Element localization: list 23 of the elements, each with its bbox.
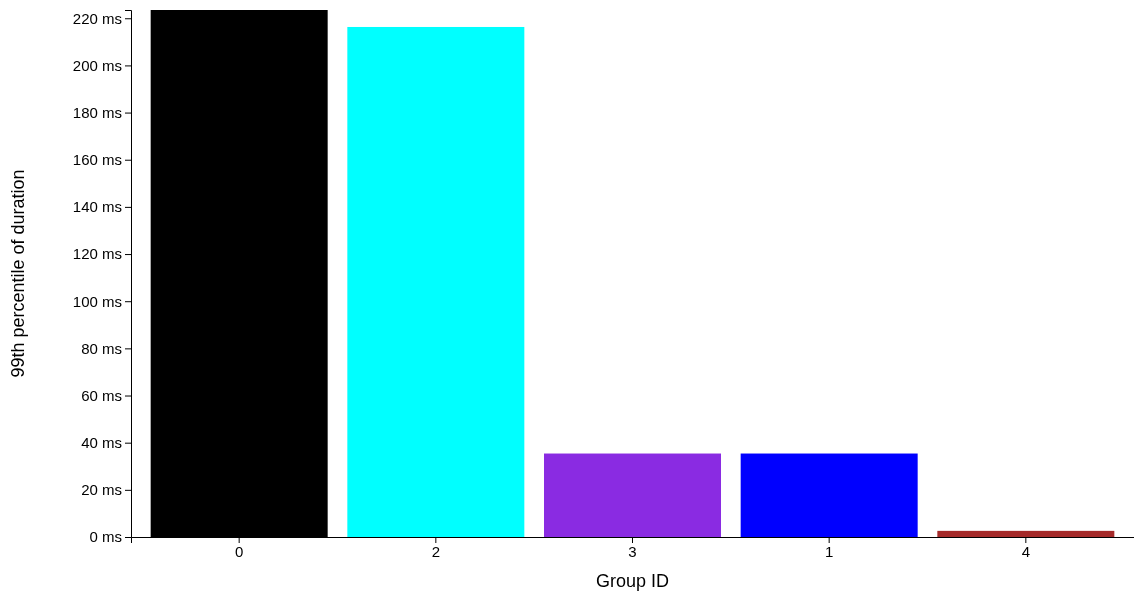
bar	[347, 26, 525, 537]
x-tick-label: 0	[234, 542, 244, 560]
y-tick-label: 140 ms	[72, 198, 122, 216]
y-tick-label: 160 ms	[72, 151, 122, 169]
y-tick-label: 60 ms	[81, 386, 122, 404]
x-tick-label: 4	[1021, 542, 1031, 560]
bar	[544, 453, 721, 537]
x-tick-label: 3	[628, 542, 637, 560]
x-tick-label: 1	[824, 542, 834, 560]
y-tick-label: 0 ms	[89, 528, 122, 546]
y-tick-label: 200 ms	[72, 56, 122, 74]
x-axis-title: Group ID	[595, 571, 670, 591]
y-tick-label: 40 ms	[81, 433, 122, 451]
y-tick-label: 180 ms	[72, 103, 122, 121]
x-tick-label: 2	[431, 542, 441, 560]
y-tick-label: 120 ms	[72, 245, 122, 263]
y-tick-label: 220 ms	[72, 9, 122, 27]
bar	[740, 453, 918, 537]
y-tick-label: 20 ms	[81, 481, 122, 499]
y-axis-title: 99th percentile of duration	[8, 169, 28, 378]
y-tick-label: 80 ms	[81, 339, 122, 357]
y-tick-label: 100 ms	[72, 292, 122, 310]
bar	[937, 530, 1115, 537]
